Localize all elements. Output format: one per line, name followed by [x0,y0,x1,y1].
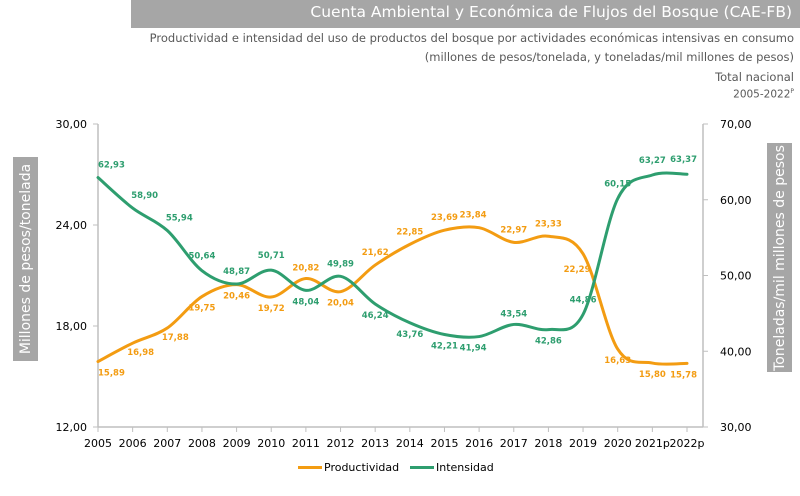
data-label-intensidad: 43,76 [396,330,423,340]
x-tick-label: 2011 [292,437,320,450]
title-banner: Cuenta Ambiental y Económica de Flujos d… [131,0,800,28]
data-label-intensidad: 46,24 [362,311,389,321]
legend: Productividad Intensidad [0,461,800,477]
series-line-productividad [96,225,689,366]
data-label-productividad: 21,62 [362,248,389,258]
data-label-intensidad: 44,86 [570,295,597,305]
x-tick-label: 2013 [361,437,389,450]
x-tick-label: 2018 [534,437,562,450]
data-label-intensidad: 48,87 [223,267,250,277]
x-tick-label: 2007 [153,437,181,450]
x-tick-label: 2005 [84,437,112,450]
data-label-productividad: 19,72 [258,304,285,314]
data-label-productividad: 20,04 [327,299,354,309]
data-label-intensidad: 50,64 [188,252,215,262]
data-label-productividad: 15,78 [670,370,697,380]
x-tick-label: 2019 [569,437,597,450]
left-y-tick-label: 18,00 [56,320,88,333]
data-label-intensidad: 63,27 [639,156,666,166]
chart-title: Cuenta Ambiental y Económica de Flujos d… [310,3,792,21]
data-label-productividad: 22,85 [396,227,423,237]
x-tick-label: 2015 [430,437,458,450]
data-label-intensidad: 42,21 [431,342,458,352]
data-label-intensidad: 60,15 [604,180,631,190]
data-labels: 15,89 16,98 17,88 19,75 20,46 19,72 20,82 20,04… [98,155,697,380]
left-y-tick-label: 30,00 [56,118,88,131]
legend-item-intensidad: Intensidad [410,461,494,474]
right-y-tick-label: 40,00 [720,345,752,358]
data-label-productividad: 22,97 [500,225,527,235]
legend-swatch-productividad [298,466,322,469]
chart-subtitle: Productividad e intensidad del uso de pr… [149,31,794,45]
data-label-intensidad: 49,89 [327,259,354,269]
right-y-tick-label: 50,00 [720,270,752,283]
chart-units: (millones de pesos/tonelada, y toneladas… [424,50,794,64]
period-text: 2005-2022 [733,88,791,101]
left-axis-title-box: Millones de pesos/tonelada [13,157,38,361]
x-tick-label: 2009 [223,437,251,450]
data-label-productividad: 19,75 [188,304,215,314]
data-label-intensidad: 58,90 [131,191,158,201]
data-label-productividad: 23,84 [460,211,487,221]
left-y-tick-label: 24,00 [56,219,88,232]
data-label-productividad: 16,98 [127,348,154,358]
legend-label-productividad: Productividad [324,461,400,474]
legend-swatch-intensidad [410,466,434,469]
data-label-productividad: 17,88 [162,333,189,343]
series-line-intensidad [96,171,689,339]
data-label-intensidad: 50,71 [258,251,285,261]
x-tick-label: 2020 [604,437,632,450]
right-y-tick-label: 70,00 [720,118,752,131]
x-tick-label: 2012 [327,437,355,450]
right-y-tick-label: 30,00 [720,421,752,434]
x-tick-label: 2010 [257,437,285,450]
data-label-intensidad: 63,37 [670,155,697,165]
x-tick-label: 2017 [500,437,528,450]
x-tick-label: 2008 [188,437,216,450]
data-label-intensidad: 48,04 [292,297,319,307]
legend-label-intensidad: Intensidad [436,461,494,474]
data-label-intensidad: 41,94 [460,344,487,354]
chart-period: 2005-2022P [733,88,794,101]
data-label-intensidad: 55,94 [166,214,193,224]
data-label-intensidad: 42,86 [535,337,562,347]
axes: 12,00 18,00 24,00 30,00 30,00 40,00 50,00 60,00… [56,118,752,450]
data-label-productividad: 20,46 [223,292,250,302]
data-label-productividad: 23,69 [431,213,458,223]
x-tick-label: 2022p [670,437,705,450]
legend-item-productividad: Productividad [298,461,399,474]
data-label-productividad: 20,82 [292,264,319,274]
chart-scope: Total nacional [715,70,794,84]
series-lines [96,171,689,366]
data-label-intensidad: 43,54 [500,309,527,319]
x-tick-label: 2014 [396,437,424,450]
right-axis-title-box: Toneladas/mil millones de pesos [767,143,792,372]
x-tick-label: 2021p [635,437,670,450]
right-y-tick-label: 60,00 [720,194,752,207]
data-label-intensidad: 62,93 [98,161,125,171]
period-superscript: P [790,88,794,95]
left-y-tick-label: 12,00 [56,421,88,434]
x-tick-label: 2006 [119,437,147,450]
data-label-productividad: 16,63 [604,356,631,366]
data-label-productividad: 22,29 [564,265,591,275]
data-label-productividad: 15,80 [639,370,666,380]
data-label-productividad: 23,33 [535,219,562,229]
data-label-productividad: 15,89 [98,369,125,379]
x-tick-label: 2016 [465,437,493,450]
